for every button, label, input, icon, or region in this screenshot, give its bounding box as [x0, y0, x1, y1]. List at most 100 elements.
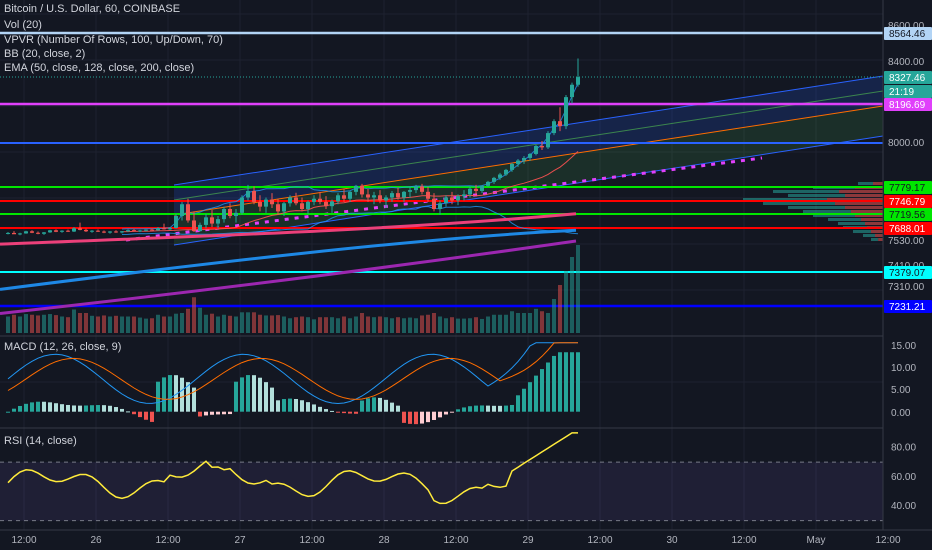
time-tick-label: May: [807, 535, 826, 546]
macd-histogram-bar: [396, 405, 400, 412]
bb-lower: [121, 205, 579, 235]
macd-histogram-bar: [270, 387, 274, 412]
candle-body: [318, 198, 322, 202]
volume-bar: [366, 316, 370, 333]
volume-bar: [192, 297, 196, 333]
candle-body: [360, 185, 364, 195]
volume-bar: [558, 285, 562, 333]
volume-bar: [126, 316, 130, 333]
macd-histogram-bar: [576, 352, 580, 412]
candle-body: [240, 197, 244, 213]
vpvr-down-bar: [835, 202, 883, 205]
volume-bar: [444, 318, 448, 333]
candle-body: [510, 163, 514, 170]
candle-body: [90, 230, 94, 232]
vpvr-down-bar: [851, 210, 883, 213]
price-tick-label: 8000.00: [888, 138, 925, 149]
candle-body: [216, 219, 220, 224]
vpvr-up-bar: [763, 202, 835, 205]
volume-bar: [396, 317, 400, 333]
candle-body: [450, 197, 454, 201]
grid-lines: [0, 0, 932, 530]
volume-bar: [408, 317, 412, 333]
macd-histogram-bar: [552, 355, 556, 412]
price-badge-label: 21:19: [889, 87, 914, 98]
volume-bar: [60, 316, 64, 333]
candle-body: [66, 230, 70, 232]
volume-bar: [492, 314, 496, 333]
volume-bar: [288, 318, 292, 333]
ema-lines: [0, 212, 577, 316]
macd-histogram-bar: [444, 411, 448, 415]
volume-bar: [138, 317, 142, 333]
macd-histogram-bar: [288, 398, 292, 412]
volume-bar: [456, 318, 460, 333]
candle-body: [366, 194, 370, 198]
candle-body: [234, 212, 238, 217]
volume-bar: [24, 314, 28, 333]
candle-body: [54, 230, 58, 232]
macd-histogram-bar: [54, 403, 58, 412]
candle-body: [132, 230, 136, 232]
volume-bar: [306, 317, 310, 333]
volume-bar: [96, 316, 100, 333]
time-tick-label: 12:00: [443, 535, 468, 546]
candle-body: [390, 193, 394, 198]
price-badge: [884, 181, 932, 194]
vpvr-up-bar: [743, 198, 827, 201]
price-tick-label: 7310.00: [888, 282, 925, 293]
vpvr-up-bar: [828, 218, 861, 221]
macd-histogram-bar: [114, 407, 118, 412]
candle-body: [252, 190, 256, 202]
macd-histogram-bar: [558, 352, 562, 412]
candle-body: [120, 231, 124, 233]
volume-bar: [216, 316, 220, 333]
vpvr-up-bar: [813, 214, 855, 217]
candle-body: [276, 204, 280, 212]
time-tick-label: 26: [90, 535, 102, 546]
volume-bar: [198, 307, 202, 333]
candle-body: [222, 209, 226, 220]
macd-pane: [6, 342, 580, 425]
macd-histogram-bar: [198, 411, 202, 417]
price-badge: [884, 85, 932, 98]
volume-bar: [54, 315, 58, 333]
vpvr-down-bar: [845, 194, 883, 197]
legend-ema: EMA (50, close, 128, close, 200, close): [4, 62, 195, 74]
vpvr-up-bar: [838, 222, 865, 225]
macd-histogram-bar: [90, 405, 94, 412]
price-badge-label: 8196.69: [889, 100, 926, 111]
volume-bar: [414, 318, 418, 333]
candle-body: [24, 231, 28, 234]
macd-histogram-bar: [432, 411, 436, 420]
vpvr-down-bar: [875, 234, 883, 237]
volume-bar: [426, 314, 430, 333]
candle-body: [354, 185, 358, 192]
macd-histogram-bar: [12, 408, 16, 412]
candle-body: [342, 195, 346, 199]
price-badge-label: 7779.17: [889, 183, 926, 194]
macd-histogram-bar: [240, 377, 244, 412]
volume-bar: [498, 314, 502, 333]
vpvr-down-bar: [855, 214, 883, 217]
candle-body: [156, 228, 160, 231]
macd-histogram-bar: [456, 409, 460, 412]
vpvr-up-bar: [788, 206, 845, 209]
macd-histogram-bar: [348, 411, 352, 414]
candle-body: [504, 169, 508, 175]
macd-histogram-bar: [516, 395, 520, 412]
macd-tick-label: 15.00: [891, 341, 916, 352]
macd-histogram-bar: [336, 411, 340, 413]
volume-bar: [72, 309, 76, 333]
macd-histogram-bar: [264, 382, 268, 412]
candle-body: [438, 203, 442, 210]
candle-body: [552, 121, 556, 134]
candle-body: [564, 97, 568, 127]
candle-body: [204, 217, 208, 225]
macd-tick-label: 0.00: [891, 408, 911, 419]
candle-body: [414, 186, 418, 191]
volume-bar: [420, 315, 424, 333]
macd-histogram-bar: [540, 369, 544, 412]
candle-body: [570, 84, 574, 98]
